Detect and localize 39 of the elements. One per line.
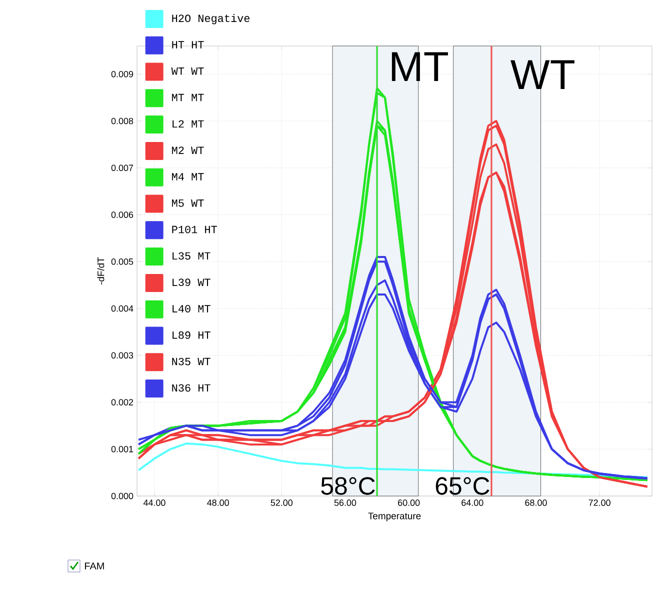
legend-label: L40 MT <box>172 305 210 312</box>
x-axis-title: Temperature <box>368 512 421 522</box>
x-tick-label: 60.00 <box>398 500 420 506</box>
ref-line-label: 58°C <box>321 477 375 495</box>
y-tick-label: 0.001 <box>111 446 134 452</box>
band-label: MT <box>392 52 448 81</box>
legend-label: M5 WT <box>172 200 204 207</box>
legend-label: L35 MT <box>172 252 210 260</box>
y-tick-label: 0.009 <box>111 70 134 78</box>
y-tick-label: 0.004 <box>111 305 134 312</box>
legend-label: L39 WT <box>172 278 210 286</box>
text: FAM <box>85 562 104 570</box>
legend-label: M4 MT <box>172 173 204 180</box>
y-tick-label: 0.006 <box>111 212 134 218</box>
legend-label: L89 HT <box>172 331 210 339</box>
legend-label: H2O Negative <box>172 14 250 24</box>
x-tick-label: 72.00 <box>588 500 610 506</box>
y-tick-label: 0.005 <box>111 258 134 265</box>
y-tick-label: 0.007 <box>111 164 134 172</box>
y-axis-title: -dF/dT <box>97 257 104 285</box>
legend-label: N35 WT <box>172 358 210 366</box>
x-tick-label: 68.00 <box>525 500 547 506</box>
legend-label: P101 HT <box>172 226 217 234</box>
y-tick-label: 0.002 <box>111 399 134 406</box>
legend-label: M2 WT <box>172 146 204 154</box>
legend-label: HT HT <box>172 41 204 48</box>
y-tick-label: 0.000 <box>111 492 134 500</box>
x-tick-label: 44.00 <box>143 500 166 506</box>
y-tick-label: 0.008 <box>111 118 134 124</box>
legend-label: L2 MT <box>172 120 204 128</box>
legend-label: N36 HT <box>172 384 210 392</box>
x-tick-label: 64.00 <box>462 500 484 506</box>
x-tick-label: 56.00 <box>334 500 356 506</box>
legend-label: WT WT <box>171 68 204 75</box>
x-tick-label: 52.00 <box>270 500 293 506</box>
x-tick-label: 48.00 <box>207 500 229 506</box>
legend-label: MT MT <box>172 94 204 102</box>
ref-line-label: 65°C <box>436 477 490 495</box>
y-tick-label: 0.003 <box>111 352 134 359</box>
